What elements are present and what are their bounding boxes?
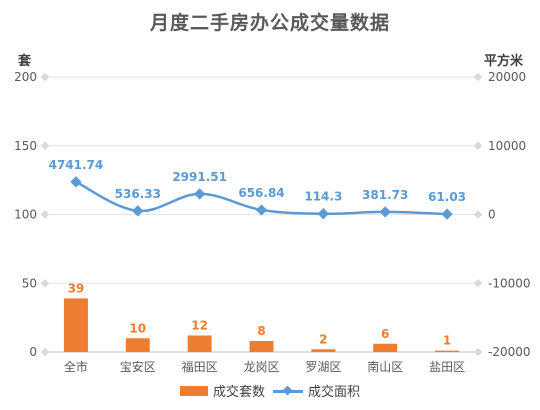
x-axis-tick-label: 南山区 [367, 359, 403, 374]
gridline-end-marker [40, 210, 50, 219]
bar-mark [187, 335, 212, 352]
legend-label-line: 成交面积 [308, 385, 361, 400]
bar-data-label: 39 [68, 281, 85, 295]
legend-item-bars: 成交套数 [179, 381, 265, 400]
line-data-label: 114.3 [304, 190, 342, 204]
legend-label-bars: 成交套数 [212, 385, 265, 400]
bar-mark [311, 349, 336, 352]
line-point [193, 188, 206, 200]
gridline-end-marker [473, 279, 483, 288]
gridline-end-marker [40, 347, 50, 357]
left-axis-tick-label: 200 [14, 70, 37, 84]
legend-line-swatch [273, 385, 303, 396]
bar-data-label: 12 [191, 319, 208, 333]
line-data-label: 2991.51 [172, 170, 227, 184]
x-axis-tick-label: 龙岗区 [243, 360, 279, 374]
gridline-end-marker [473, 72, 483, 82]
bar-mark [249, 341, 274, 352]
bar-data-label: 2 [319, 332, 327, 346]
legend: 成交套数 成交面积 [0, 381, 540, 400]
right-axis-unit: 平方米 [484, 54, 524, 69]
bar-mark [435, 350, 460, 352]
bar-mark [63, 298, 88, 352]
x-axis-tick-label: 盐田区 [429, 360, 465, 374]
right-axis-tick-label: -10000 [488, 276, 531, 290]
legend-item-line: 成交面积 [273, 381, 360, 400]
right-axis-tick-label: -20000 [488, 345, 531, 359]
left-axis-tick-label: 50 [22, 276, 37, 290]
line-data-label: 656.84 [238, 186, 284, 200]
left-axis-tick-label: 100 [14, 208, 37, 222]
right-axis-tick-label: 0 [488, 208, 496, 222]
bar-data-label: 1 [443, 334, 451, 348]
line-point [255, 204, 268, 216]
line-point [317, 208, 330, 220]
legend-bar-swatch [179, 385, 208, 396]
line-data-label: 61.03 [428, 190, 466, 204]
left-axis-tick-label: 0 [29, 345, 37, 359]
line-point [441, 208, 453, 220]
gridline-end-marker [473, 210, 483, 219]
gridline-end-marker [40, 72, 50, 82]
gridline-end-marker [40, 141, 50, 150]
x-axis-tick-label: 全市 [64, 359, 88, 374]
left-axis-tick-label: 150 [14, 139, 37, 153]
chart-title: 月度二手房办公成交量数据 [149, 12, 390, 34]
gridline-end-marker [473, 141, 483, 150]
right-axis-tick-label: 10000 [488, 139, 526, 153]
x-axis-tick-label: 宝安区 [120, 359, 156, 374]
x-axis-tick-label: 罗湖区 [305, 359, 341, 374]
x-axis-tick-label: 福田区 [182, 359, 218, 374]
bar-data-label: 10 [129, 321, 146, 335]
gridline-end-marker [473, 347, 483, 357]
bar-mark [125, 338, 150, 352]
line-data-label: 4741.74 [49, 158, 104, 172]
bar-mark [373, 343, 398, 352]
right-axis-tick-label: 20000 [488, 70, 526, 84]
left-axis-unit: 套 [18, 54, 32, 69]
line-point [132, 205, 144, 217]
bar-data-label: 6 [381, 327, 389, 341]
line-data-label: 536.33 [115, 187, 161, 201]
line-point [70, 176, 82, 188]
line-point [379, 206, 391, 218]
line-data-label: 381.73 [362, 188, 408, 202]
bar-data-label: 8 [257, 324, 265, 338]
gridline-end-marker [40, 279, 50, 288]
